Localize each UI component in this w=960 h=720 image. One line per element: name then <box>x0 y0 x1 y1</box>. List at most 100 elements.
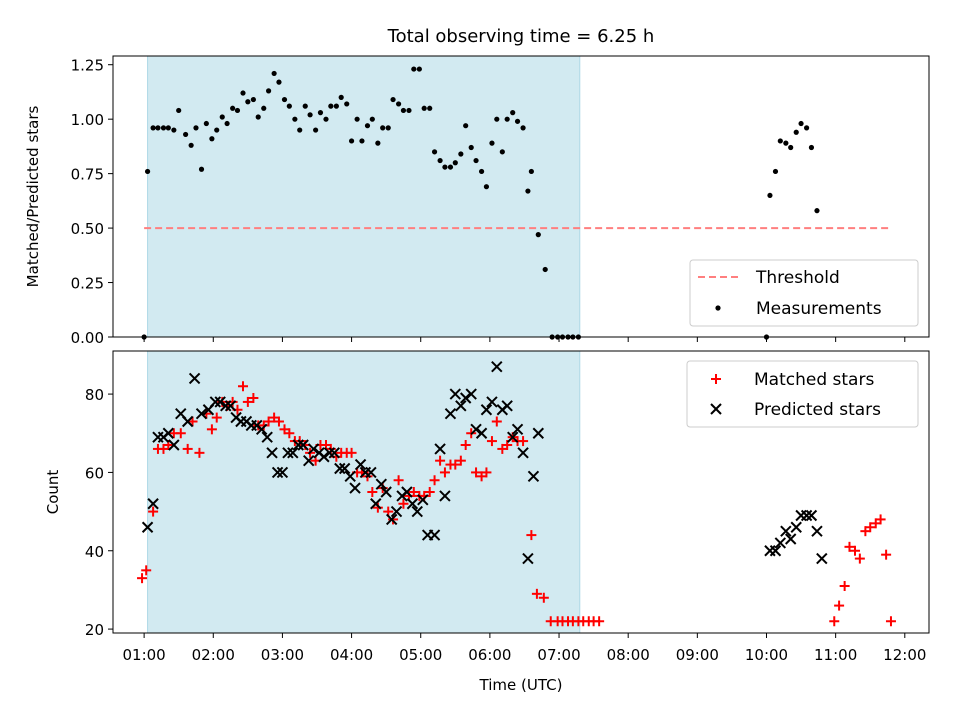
matched-star-point <box>263 416 274 427</box>
measurement-point <box>437 157 443 164</box>
predicted-star-point <box>271 466 284 479</box>
predicted-star-point <box>444 407 457 420</box>
predicted-star-point <box>385 513 398 526</box>
matched-star-point <box>829 616 840 627</box>
predicted-star-point <box>328 447 340 459</box>
count-panel: 20 40 60 80 01:00 02:00 03:00 04:00 05:00 06:00 07… <box>44 350 930 694</box>
x-tick-label: 12:00 <box>883 646 926 664</box>
predicted-star-point <box>411 505 423 518</box>
measurement-point <box>427 105 433 111</box>
measurement-point <box>798 120 804 127</box>
predicted-star-point <box>188 372 201 385</box>
measurement-point <box>468 144 474 151</box>
measurement-point <box>452 160 458 166</box>
measurement-point <box>271 70 277 77</box>
matched-star-point <box>284 428 295 439</box>
measurement-point <box>499 149 505 155</box>
ratio-legend: Threshold Measurements <box>689 259 919 327</box>
measurement-point <box>369 116 375 122</box>
predicted-star-point <box>323 447 336 459</box>
matched-star-point <box>834 600 845 611</box>
measurement-point <box>245 99 251 105</box>
predicted-star-point <box>811 525 823 537</box>
measurement-point <box>344 101 350 107</box>
matched-star-point <box>594 616 605 627</box>
legend-matched-swatch <box>711 374 721 384</box>
predicted-star-point <box>224 400 237 412</box>
predicted-star-point <box>769 545 782 557</box>
predicted-star-point <box>195 407 208 420</box>
predicted-star-point <box>480 404 493 416</box>
measurement-point <box>276 79 282 85</box>
matched-star-point <box>491 416 502 427</box>
y-tick-label: 60 <box>85 464 104 482</box>
predicted-star-point <box>459 392 472 404</box>
count-legend: Matched stars Predicted stars <box>686 360 919 428</box>
predicted-star-point <box>370 498 382 510</box>
y-tick-label: 20 <box>85 621 104 639</box>
predicted-star-point <box>162 427 175 439</box>
measurement-point <box>176 107 182 114</box>
measurement-point <box>323 116 329 122</box>
measurement-point <box>542 266 548 273</box>
observing-window-shade <box>147 56 581 337</box>
predicted-star-point <box>800 509 813 522</box>
matched-star-point <box>182 443 193 454</box>
measurement-point <box>431 149 438 155</box>
measurement-point <box>535 232 541 238</box>
predicted-star-point <box>266 447 278 459</box>
predicted-star-point <box>790 521 802 533</box>
measurement-point <box>510 110 516 116</box>
x-tick-label: 05:00 <box>399 646 442 664</box>
measurement-point <box>793 129 799 135</box>
x-tick-label: 03:00 <box>261 646 304 664</box>
observing-window <box>147 351 580 633</box>
matched-star-point <box>839 581 850 591</box>
measurement-point <box>203 120 209 127</box>
y-tick-label: 0.75 <box>71 166 104 184</box>
matched-star-point <box>875 514 886 525</box>
legend-x-marker <box>710 403 722 415</box>
measurement-point <box>783 140 789 146</box>
x-tick-label: 06:00 <box>468 646 511 664</box>
y-tick-label: 40 <box>85 543 104 561</box>
predicted-star-point <box>465 388 477 400</box>
predicted-star-point <box>209 396 222 408</box>
predicted-star-point <box>486 396 498 408</box>
time-x-axis-label: Time (UTC) <box>479 676 563 694</box>
x-tick-label: 02:00 <box>192 646 235 664</box>
matched-star-point <box>531 588 542 599</box>
predicted-star-point <box>455 400 467 412</box>
predicted-star-point <box>380 486 392 498</box>
y-tick-label: 80 <box>85 386 104 404</box>
measurement-point <box>364 123 371 129</box>
predicted-star-point <box>282 447 294 459</box>
measurement-point <box>788 144 794 151</box>
x-tick-label: 09:00 <box>676 646 719 664</box>
matched-star-point <box>502 440 513 450</box>
x-tick-label: 11:00 <box>814 646 857 664</box>
ratio-panel: 0.00 0.25 0.50 0.75 1.00 1.25 Total observing… <box>24 26 930 347</box>
predicted-star-point <box>532 427 544 439</box>
matched-star-point <box>450 459 461 470</box>
predicted-star-point <box>417 494 429 506</box>
measurement-point <box>359 138 365 144</box>
legend-matched-label: Matched stars <box>754 370 874 390</box>
measurement-point <box>442 164 448 170</box>
matched-star-point <box>844 541 855 552</box>
chart-title: Total observing time = 6.25 h <box>387 26 655 47</box>
predicted-star-point <box>506 431 519 443</box>
matched-star-point <box>346 447 357 458</box>
matched-stars-points <box>137 381 896 627</box>
matched-star-point <box>435 455 446 466</box>
measurement-point <box>171 127 177 133</box>
matched-star-point <box>175 428 186 439</box>
measurement-point <box>458 151 464 157</box>
matched-star-point <box>372 502 383 513</box>
matched-star-point <box>881 549 892 560</box>
measurement-point <box>255 114 261 120</box>
measurement-point <box>463 123 469 129</box>
measurement-point <box>292 116 298 122</box>
matched-star-point <box>393 475 404 486</box>
